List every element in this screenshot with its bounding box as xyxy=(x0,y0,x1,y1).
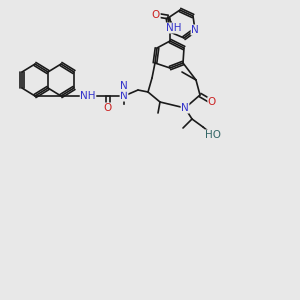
Text: NH: NH xyxy=(80,91,96,101)
Text: N: N xyxy=(120,91,128,101)
Text: O: O xyxy=(104,103,112,113)
Text: N: N xyxy=(120,81,128,91)
Text: N: N xyxy=(120,81,128,91)
Text: O: O xyxy=(208,97,216,107)
Text: N: N xyxy=(191,25,199,35)
Text: O: O xyxy=(152,10,160,20)
Text: N: N xyxy=(181,103,189,113)
Text: NH: NH xyxy=(166,23,182,33)
Text: HO: HO xyxy=(205,130,221,140)
